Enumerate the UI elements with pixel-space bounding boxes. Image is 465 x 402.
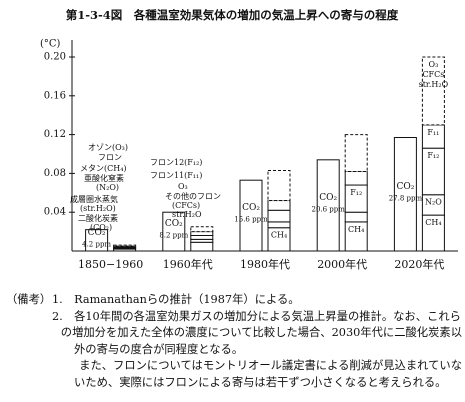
spacer	[6, 325, 39, 342]
bar-segment	[113, 244, 137, 247]
annotation: (CO₂)	[90, 223, 112, 232]
ppm-label: 27.8 ppm	[389, 194, 423, 202]
note-text: いため、実際にはフロンによる寄与は若干ずつ小さくなると考えられる。	[74, 375, 447, 389]
note-text: の増加分を加えた全体の濃度について比較した場合、2030年代に二酸化炭素以	[60, 326, 462, 339]
spacer	[6, 358, 45, 375]
annotation: 成層圏水蒸気	[70, 194, 118, 204]
y-tick-label: 0.08	[44, 168, 66, 179]
bar-segment	[344, 211, 368, 223]
note-line: また、フロンについてはモントリオール議定書による削減が見込まれていな	[6, 358, 462, 375]
note-text: また、フロンについてはモントリオール議定書による削減が見込まれていな	[79, 359, 462, 372]
bar-label: CO₂	[88, 228, 106, 238]
note-label: （備考）	[6, 293, 52, 306]
ppm-label: 20.6 ppm	[311, 205, 345, 213]
bar	[393, 137, 417, 252]
annotation: 二酸化炭素	[78, 213, 118, 223]
y-tick-label: 0.16	[44, 90, 66, 101]
note-line: の増加分を加えた全体の濃度について比較した場合、2030年代に二酸化炭素以	[6, 325, 462, 342]
bar-label: CO₂	[396, 182, 414, 192]
bar-label: CO₂	[319, 193, 337, 203]
note-text: 外の寄与の度合が同程度となる。	[74, 342, 244, 356]
bar	[162, 211, 186, 252]
note-text: 2. 各10年間の各温室効果ガスの増加分による気温上昇量の推計。なお、これら	[52, 309, 461, 323]
x-tick-label: 1980年代	[240, 257, 290, 271]
ppm-label: 4.2 ppm	[82, 240, 111, 248]
annotation: その他のフロン	[165, 191, 221, 201]
note-line: （備考） 1. Ramanathanらの推計（1987年）による。	[6, 292, 462, 309]
annotation: (CFCs)	[172, 201, 200, 210]
note-text: 1. Ramanathanらの推計（1987年）による。	[52, 293, 300, 306]
annotation: フロン12(F₁₂)	[150, 158, 202, 167]
bar-segment	[344, 134, 368, 172]
x-tick-label: 2020年代	[394, 257, 444, 271]
y-tick-label: 0.04	[44, 207, 66, 218]
bar-label: CO₂	[165, 219, 183, 229]
y-tick-label: 0.20	[44, 52, 66, 63]
annotation: O₃	[178, 182, 188, 191]
chart-title: 第1-3-4図 各種温室効果気体の増加の気温上昇への寄与の程度	[66, 8, 399, 22]
chart: 第1-3-4図 各種温室効果気体の増加の気温上昇への寄与の程度 (°C) 0.0…	[40, 8, 458, 271]
ppm-label: 8.2 ppm	[159, 232, 188, 240]
bar-segment	[190, 226, 214, 233]
bar-segment	[421, 56, 445, 126]
y-tick-label: 0.12	[44, 129, 66, 140]
y-unit: (°C)	[40, 39, 61, 50]
segment-label: CH₄	[348, 225, 364, 234]
notes: （備考） 1. Ramanathanらの推計（1987年）による。 2. 各10年間…	[6, 292, 462, 391]
segment-label: F₁₂	[350, 188, 362, 197]
annotation: メタン(CH₄)	[80, 164, 127, 173]
x-tick-label: 1960年代	[163, 257, 213, 271]
annotation: str.H₂O	[172, 210, 202, 219]
segment-label: CH₄	[425, 218, 441, 227]
spacer	[6, 309, 52, 326]
spacer	[6, 375, 52, 392]
spacer	[6, 342, 52, 359]
annotation: フロン11(F₁₁)	[150, 171, 202, 180]
annotation: 亜酸化窒素	[84, 173, 124, 183]
segment-label: CFCs	[422, 70, 444, 79]
x-tick-label: 2000年代	[317, 257, 367, 271]
note-line: 外の寄与の度合が同程度となる。	[6, 342, 462, 359]
bar-segment	[267, 221, 291, 229]
bar-segment	[267, 169, 291, 202]
segment-label: CH₄	[271, 231, 287, 240]
segment-label: N₂O	[425, 198, 442, 207]
bar	[316, 159, 340, 252]
annotation: フロン	[98, 153, 122, 162]
segment-label: O₃	[429, 60, 439, 69]
bar-segment	[267, 209, 291, 223]
bar-segment	[190, 231, 214, 236]
annotation: (N₂O)	[96, 183, 119, 192]
segment-label: str.H₂O	[419, 80, 449, 89]
ppm-label: 15.6 ppm	[234, 216, 268, 224]
bar	[85, 229, 109, 252]
note-line: いため、実際にはフロンによる寄与は若干ずつ小さくなると考えられる。	[6, 375, 462, 392]
bar-segment	[190, 241, 214, 252]
segment-label: F₁₂	[427, 151, 439, 160]
bar-segment	[190, 234, 214, 240]
annotation: オゾン(O₃)	[88, 143, 128, 152]
bar-label: CO₂	[242, 203, 260, 213]
segment-label: F₁₁	[427, 128, 439, 137]
x-tick-label: 1850−1960	[78, 258, 143, 271]
bar	[239, 179, 263, 252]
bar-segment	[344, 170, 368, 186]
note-line: 2. 各10年間の各温室効果ガスの増加分による気温上昇量の推計。なお、これら	[6, 309, 462, 326]
bar-segment	[267, 200, 291, 211]
annotation: (str.H₂O)	[80, 204, 116, 213]
